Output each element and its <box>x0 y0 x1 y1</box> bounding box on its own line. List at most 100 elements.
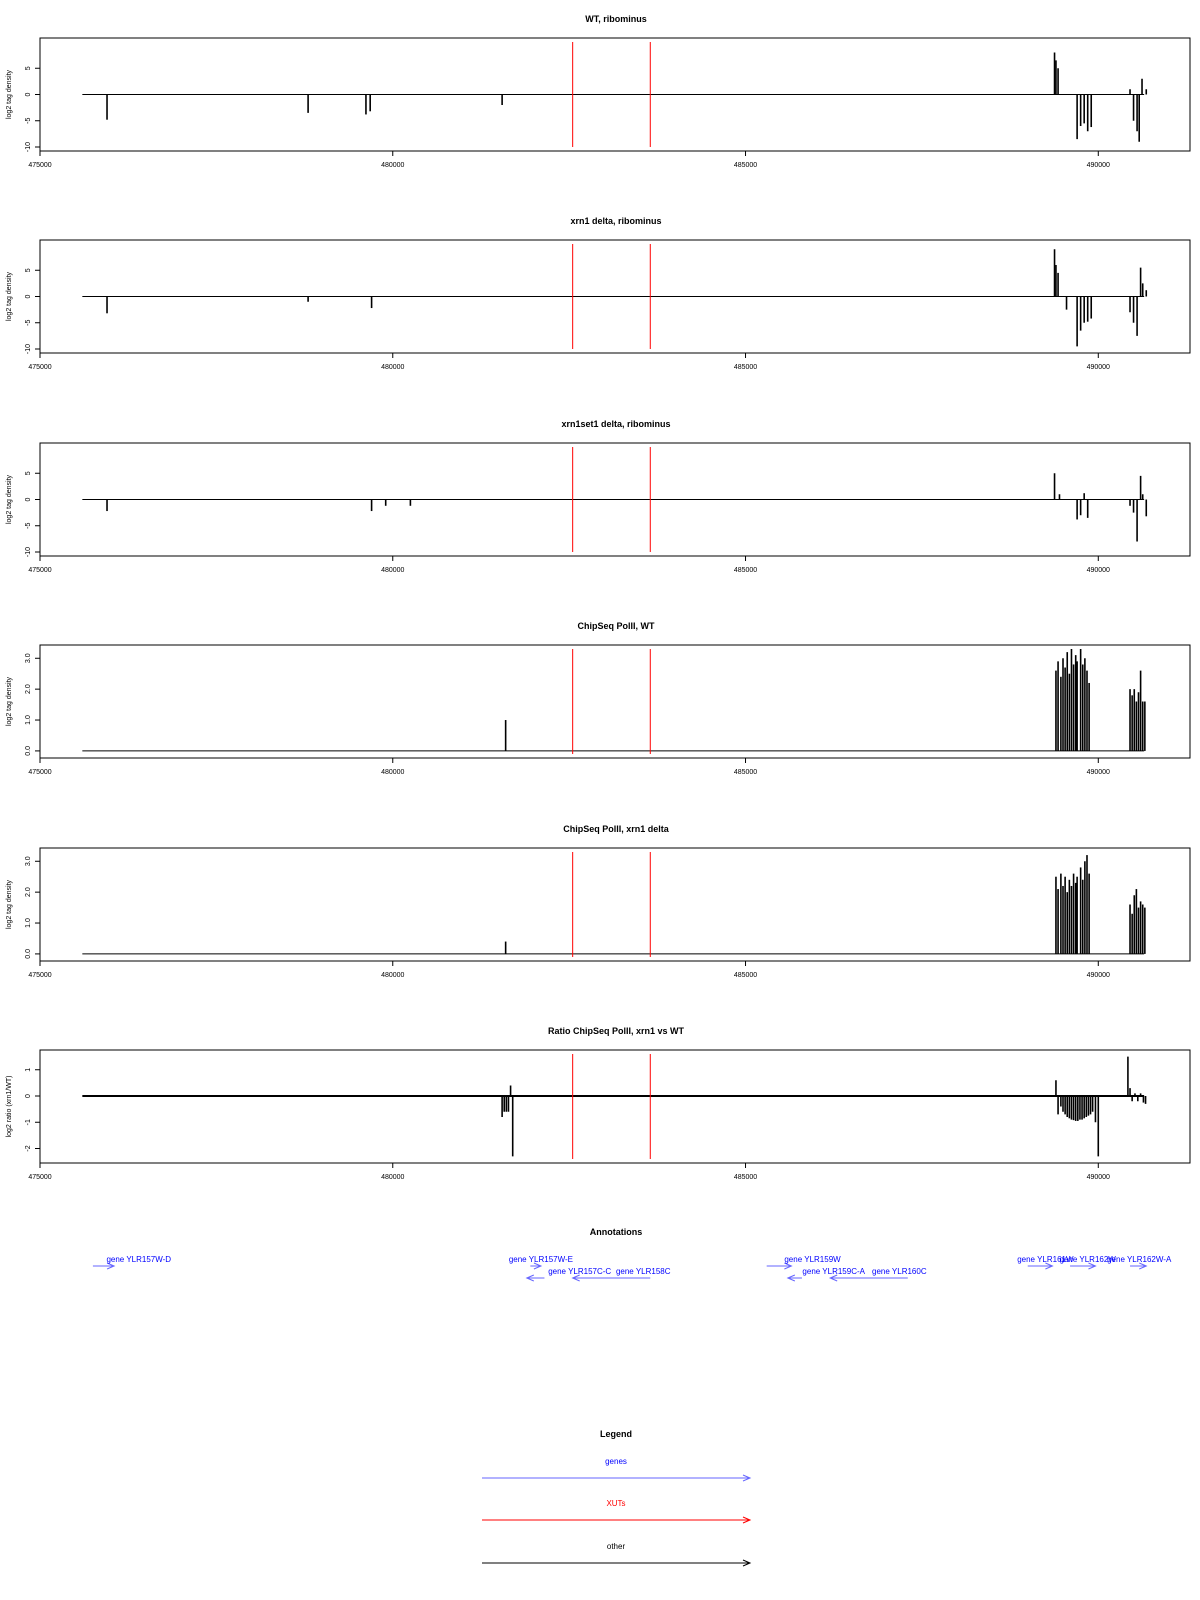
y-axis-label: log2 tag density <box>6 271 13 321</box>
x-tick-label: 475000 <box>28 162 51 169</box>
gene-annotation: gene YLR157C-C <box>525 1267 611 1282</box>
track-panel: ChipSeq PolII, WT log2 tag density 0.0 1.0 2… <box>6 621 1191 776</box>
x-tick-label: 490000 <box>1087 1174 1110 1181</box>
legend-items: genes XUTs other <box>482 1457 752 1567</box>
y-axis-label: log2 ratio (xrn1/WT) <box>6 1076 13 1138</box>
gene-arrow-head <box>1088 1262 1097 1270</box>
gene-annotation: gene YLR160C <box>828 1267 927 1282</box>
x-tick-label: 490000 <box>1087 769 1110 776</box>
y-tick-label: -10 <box>25 547 32 557</box>
x-tick-label: 490000 <box>1087 364 1110 371</box>
annotations-title: Annotations <box>590 1227 643 1237</box>
gene-label: gene YLR157W-D <box>106 1255 171 1264</box>
gene-annotation: gene YLR159C-A <box>786 1267 866 1282</box>
x-tick-label: 490000 <box>1087 972 1110 979</box>
x-tick-label: 475000 <box>28 1174 51 1181</box>
x-tick-label: 485000 <box>734 769 757 776</box>
x-tick-label: 475000 <box>28 769 51 776</box>
gene-label: gene YLR157C-C <box>548 1267 611 1276</box>
gene-annotation: gene YLR157W-D <box>92 1255 171 1270</box>
gene-label: gene YLR159W <box>784 1255 841 1264</box>
gene-arrow-head <box>571 1274 580 1282</box>
legend-label: other <box>607 1542 626 1551</box>
legend-item: other <box>482 1542 752 1567</box>
legend-label: genes <box>605 1457 627 1466</box>
x-tick-label: 480000 <box>381 1174 404 1181</box>
annotations-panel: Annotations gene YLR157W-D gene YLR157W-E… <box>92 1227 1172 1282</box>
y-tick-label: 0 <box>25 92 32 96</box>
legend-item: genes <box>482 1457 752 1482</box>
gene-arrow-head <box>106 1262 116 1270</box>
gene-annotation: gene YLR161W <box>1017 1255 1074 1270</box>
x-tick-label: 475000 <box>28 364 51 371</box>
gene-arrow-head <box>525 1274 535 1282</box>
y-tick-label: -5 <box>25 523 32 529</box>
gene-annotation: gene YLR162W-A <box>1107 1255 1172 1270</box>
y-tick-label: 3.0 <box>25 856 32 866</box>
y-tick-label: -5 <box>25 118 32 124</box>
y-tick-label: 0 <box>25 294 32 298</box>
gene-label: gene YLR157W-E <box>509 1255 573 1264</box>
panel-title: ChipSeq PolII, xrn1 delta <box>563 824 670 834</box>
track-panel: WT, ribominus log2 tag density -10 -5 0 5 4750… <box>6 14 1191 169</box>
y-tick-label: -5 <box>25 320 32 326</box>
track-panel: Ratio ChipSeq PolII, xrn1 vs WT log2 rati… <box>6 1026 1191 1181</box>
legend-arrow-head <box>742 1559 752 1567</box>
y-tick-label: -2 <box>25 1145 32 1151</box>
panel-title: ChipSeq PolII, WT <box>578 621 655 631</box>
track-panel: xrn1 delta, ribominus log2 tag density -10… <box>6 216 1191 371</box>
y-tick-label: 0 <box>25 497 32 501</box>
gene-arrow-head <box>786 1274 796 1282</box>
x-tick-label: 475000 <box>28 972 51 979</box>
x-tick-label: 485000 <box>734 972 757 979</box>
y-tick-label: 2.0 <box>25 887 32 897</box>
gene-label: gene YLR159C-A <box>802 1267 865 1276</box>
y-axis-label: log2 tag density <box>6 879 13 929</box>
y-tick-label: 1 <box>25 1068 32 1072</box>
x-tick-label: 480000 <box>381 567 404 574</box>
gene-arrow-head <box>828 1274 838 1282</box>
y-tick-label: 0.0 <box>25 949 32 959</box>
gene-annotation: gene YLR159W <box>766 1255 841 1270</box>
gene-label: gene YLR162W-A <box>1107 1255 1172 1264</box>
legend-panel: Legend genes XUTs other <box>482 1429 752 1567</box>
y-tick-label: 1.0 <box>25 715 32 725</box>
y-tick-label: 0 <box>25 1094 32 1098</box>
y-axis-label: log2 tag density <box>6 676 13 726</box>
track-panel: xrn1set1 delta, ribominus log2 tag densit… <box>6 419 1191 574</box>
gene-annotation: gene YLR157W-E <box>509 1255 573 1270</box>
gene-label: gene YLR162W <box>1060 1255 1117 1264</box>
y-tick-label: 5 <box>25 471 32 475</box>
y-tick-label: 1.0 <box>25 918 32 928</box>
gene-label: gene YLR160C <box>872 1267 927 1276</box>
gene-annotation: gene YLR158C <box>571 1267 671 1282</box>
x-tick-label: 485000 <box>734 364 757 371</box>
x-tick-label: 480000 <box>381 162 404 169</box>
legend-label: XUTs <box>606 1499 625 1508</box>
y-axis-label: log2 tag density <box>6 69 13 119</box>
x-tick-label: 480000 <box>381 364 404 371</box>
gene-label: gene YLR161W <box>1017 1255 1074 1264</box>
panel-title: Ratio ChipSeq PolII, xrn1 vs WT <box>548 1026 685 1036</box>
panel-title: xrn1 delta, ribominus <box>570 216 661 226</box>
gene-annotation: gene YLR162W <box>1060 1255 1117 1270</box>
plot-frame <box>39 1049 1191 1164</box>
legend-arrow-head <box>742 1474 752 1482</box>
x-tick-label: 485000 <box>734 1174 757 1181</box>
legend-arrow-head <box>742 1516 752 1524</box>
gene-arrow-head <box>1045 1262 1054 1270</box>
y-tick-label: 0.0 <box>25 746 32 756</box>
legend-title: Legend <box>600 1429 632 1439</box>
plot-frame <box>39 847 1191 962</box>
x-tick-label: 490000 <box>1087 567 1110 574</box>
x-tick-label: 490000 <box>1087 162 1110 169</box>
y-tick-label: 3.0 <box>25 653 32 663</box>
gene-arrow-head <box>533 1262 543 1270</box>
y-tick-label: 2.0 <box>25 684 32 694</box>
panel-title: xrn1set1 delta, ribominus <box>561 419 670 429</box>
x-tick-label: 485000 <box>734 162 757 169</box>
plot-frame <box>39 644 1191 759</box>
y-tick-label: -1 <box>25 1119 32 1125</box>
y-tick-label: -10 <box>25 344 32 354</box>
